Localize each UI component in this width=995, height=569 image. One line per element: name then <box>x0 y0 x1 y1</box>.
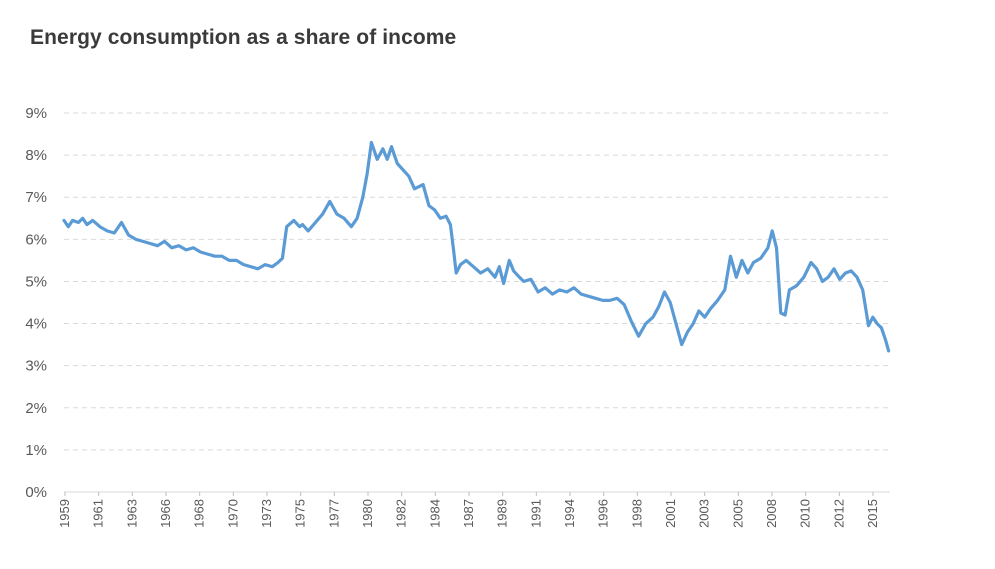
series-line <box>62 140 891 353</box>
x-tick-label: 1961 <box>91 499 106 528</box>
y-tick-label: 2% <box>25 400 47 417</box>
x-tick-label: 1970 <box>225 499 240 528</box>
y-tick-label: 7% <box>25 189 47 206</box>
y-tick-label: 5% <box>25 273 47 290</box>
x-tick-label: 1977 <box>326 499 341 528</box>
x-tick-label: 1982 <box>394 499 409 528</box>
series <box>62 140 891 353</box>
x-tick-label: 1959 <box>57 499 72 528</box>
x-tick-label: 1998 <box>629 499 644 528</box>
x-axis-labels: 1959 1961 1963 1966 1968 1970 1973 1975 1977 1980… <box>57 499 880 528</box>
y-axis-labels: 0% 1% 2% 3% 4% 5% 6% 7% 8% 9% <box>25 105 47 501</box>
x-axis <box>64 491 890 496</box>
x-tick-label: 1989 <box>495 499 510 528</box>
x-tick-label: 2015 <box>865 499 880 528</box>
gridlines <box>64 112 890 451</box>
x-tick-label: 1966 <box>158 499 173 528</box>
x-tick-label: 1994 <box>562 499 577 528</box>
y-tick-label: 3% <box>25 358 47 375</box>
x-tick-label: 1991 <box>528 499 543 528</box>
x-tick-label: 1963 <box>124 499 139 528</box>
x-tick-label: 1996 <box>596 499 611 528</box>
x-tick-label: 1968 <box>192 499 207 528</box>
y-tick-label: 9% <box>25 105 47 122</box>
x-tick-label: 2008 <box>764 499 779 528</box>
y-tick-label: 0% <box>25 484 47 501</box>
y-tick-label: 8% <box>25 147 47 164</box>
x-tick-label: 2012 <box>831 499 846 528</box>
y-tick-label: 4% <box>25 316 47 333</box>
y-tick-label: 6% <box>25 231 47 248</box>
x-tick-label: 1987 <box>461 499 476 528</box>
x-tick-label: 2005 <box>730 499 745 528</box>
x-tick-label: 2001 <box>663 499 678 528</box>
x-tick-label: 1973 <box>259 499 274 528</box>
x-tick-label: 1975 <box>293 499 308 528</box>
x-tick-label: 2003 <box>697 499 712 528</box>
x-tick-label: 1980 <box>360 499 375 528</box>
x-tick-label: 1984 <box>427 499 442 528</box>
x-tick-label: 2010 <box>798 499 813 528</box>
y-tick-label: 1% <box>25 442 47 459</box>
chart-title: Energy consumption as a share of income <box>30 26 457 49</box>
